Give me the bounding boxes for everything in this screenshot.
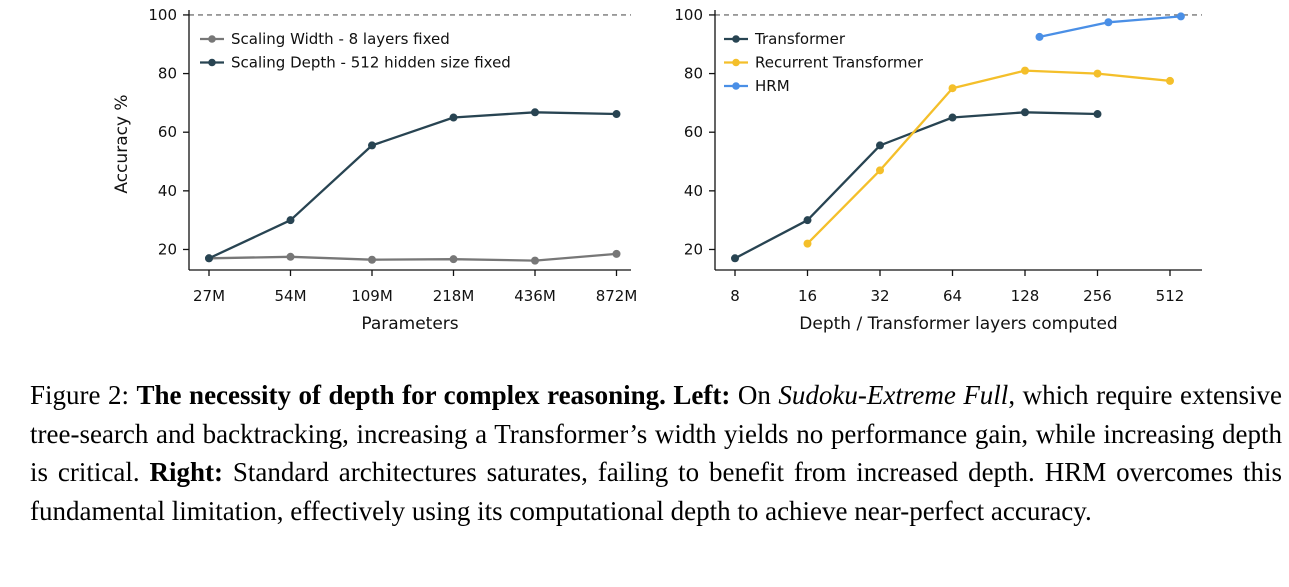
data-point-scaling-width-8-layers-fixed xyxy=(286,252,295,261)
data-point-scaling-depth-512-hidden-size-fixed xyxy=(368,141,376,150)
data-point-scaling-depth-512-hidden-size-fixed xyxy=(449,113,458,122)
legend-marker-hrm xyxy=(732,82,740,90)
data-point-scaling-depth-512-hidden-size-fixed xyxy=(286,216,295,225)
legend-marker-scaling-width-8-layers-fixed xyxy=(208,35,216,43)
legend-label-scaling-depth-512-hidden-size-fixed: Scaling Depth - 512 hidden size fixed xyxy=(231,54,511,72)
y-tick-label: 80 xyxy=(158,65,177,83)
series-line-scaling-width-8-layers-fixed xyxy=(208,252,617,262)
legend-label-recurrent-transformer: Recurrent Transformer xyxy=(755,54,924,72)
x-tick-label: 8 xyxy=(730,287,740,305)
data-point-recurrent-transformer xyxy=(1021,66,1029,75)
caption-text-3: Standard architectures saturates, failin… xyxy=(30,457,1282,526)
y-tick-label: 20 xyxy=(158,240,177,258)
data-point-transformer xyxy=(876,141,884,150)
legend-marker-recurrent-transformer xyxy=(732,58,740,67)
caption-text-2: , which require extensive tree-search an… xyxy=(30,380,1283,487)
x-tick-label: 32 xyxy=(870,287,889,305)
y-tick-label: 60 xyxy=(684,123,703,141)
data-point-recurrent-transformer xyxy=(803,239,812,248)
data-point-transformer xyxy=(948,113,957,122)
series-line-scaling-depth-512-hidden-size-fixed xyxy=(208,111,617,260)
x-tick-label: 872M xyxy=(596,287,638,305)
data-point-transformer xyxy=(1021,108,1029,117)
series-line-transformer xyxy=(734,111,1098,260)
x-axis-title: Depth / Transformer layers computed xyxy=(799,314,1117,334)
legend-marker-scaling-depth-512-hidden-size-fixed xyxy=(208,58,216,67)
y-tick-label: 40 xyxy=(158,182,177,200)
data-point-recurrent-transformer xyxy=(948,84,957,93)
legend-label-scaling-width-8-layers-fixed: Scaling Width - 8 layers fixed xyxy=(231,30,450,48)
legend-marker-transformer xyxy=(732,35,740,43)
x-tick-label: 64 xyxy=(943,287,962,305)
data-point-transformer xyxy=(731,254,739,263)
data-point-scaling-width-8-layers-fixed xyxy=(612,249,621,258)
x-axis-title: Parameters xyxy=(361,314,458,334)
caption-left-label: Left: xyxy=(673,380,731,410)
data-point-scaling-width-8-layers-fixed xyxy=(531,256,539,265)
legend-label-transformer: Transformer xyxy=(754,30,846,48)
data-point-scaling-depth-512-hidden-size-fixed xyxy=(531,108,539,117)
y-tick-label: 100 xyxy=(674,6,703,24)
caption-title: The necessity of depth for complex reaso… xyxy=(136,380,666,410)
caption-dataset: Sudoku-Extreme Full xyxy=(778,380,1009,410)
chart-panel-left: 20 40 60 80 100 27M 54M 109M 218M 436M 872M Paramet… xyxy=(112,6,637,334)
data-point-scaling-width-8-layers-fixed xyxy=(368,255,376,264)
data-point-scaling-depth-512-hidden-size-fixed xyxy=(205,254,213,263)
data-point-recurrent-transformer xyxy=(1166,76,1174,85)
data-point-recurrent-transformer xyxy=(1093,69,1102,78)
figure-caption: Figure 2: The necessity of depth for com… xyxy=(30,376,1282,530)
caption-prefix: Figure 2: xyxy=(30,380,137,410)
y-tick-label: 80 xyxy=(684,65,703,83)
x-tick-label: 436M xyxy=(514,287,556,305)
chart-panel-right: 20 40 60 80 100 8 16 32 64 128 256 512 Depth / Trans… xyxy=(674,6,1202,334)
caption-right-label: Right: xyxy=(149,457,224,487)
y-tick-label: 60 xyxy=(158,123,177,141)
x-tick-label: 109M xyxy=(351,287,393,305)
data-point-recurrent-transformer xyxy=(876,166,884,175)
x-tick-label: 16 xyxy=(798,287,817,305)
x-tick-label: 218M xyxy=(433,287,475,305)
x-tick-label: 256 xyxy=(1083,287,1112,305)
legend-label-hrm: HRM xyxy=(755,77,790,95)
x-tick-label: 54M xyxy=(274,287,306,305)
caption-text-1: On xyxy=(730,380,779,410)
data-point-hrm xyxy=(1035,32,1044,41)
data-point-hrm xyxy=(1104,18,1113,27)
data-point-hrm xyxy=(1176,12,1185,21)
y-tick-label: 20 xyxy=(684,240,703,258)
y-tick-label: 100 xyxy=(148,6,177,24)
series-line-recurrent-transformer xyxy=(806,69,1171,245)
data-point-transformer xyxy=(803,216,812,225)
x-tick-label: 512 xyxy=(1156,287,1185,305)
figure-charts: 20 40 60 80 100 27M 54M 109M 218M 436M 872M Paramet… xyxy=(112,6,1202,334)
x-tick-label: 27M xyxy=(193,287,225,305)
y-tick-label: 40 xyxy=(684,182,703,200)
data-point-scaling-depth-512-hidden-size-fixed xyxy=(612,110,621,119)
x-tick-label: 128 xyxy=(1011,287,1040,305)
data-point-scaling-width-8-layers-fixed xyxy=(449,255,458,264)
data-point-transformer xyxy=(1093,110,1102,119)
y-axis-title: Accuracy % xyxy=(112,94,132,193)
